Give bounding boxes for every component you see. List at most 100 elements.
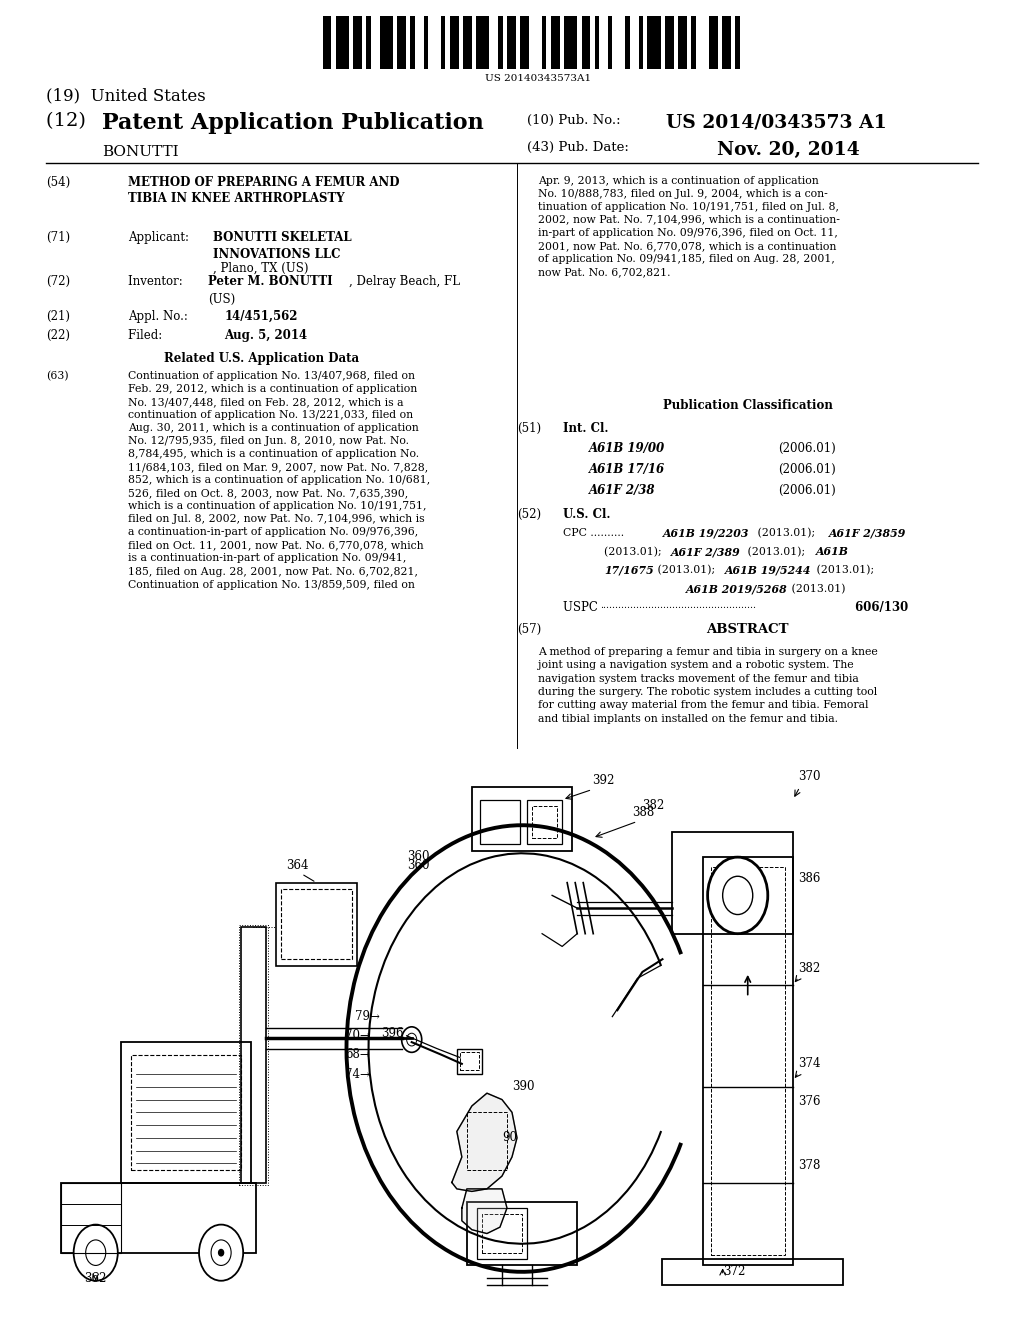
Text: (US): (US) — [208, 293, 236, 306]
Bar — [242, 927, 266, 1183]
Bar — [472, 787, 572, 850]
Text: USPC: USPC — [563, 601, 602, 614]
Bar — [673, 832, 793, 933]
Text: 14/451,562: 14/451,562 — [224, 310, 298, 323]
Bar — [463, 16, 472, 69]
Bar — [639, 16, 643, 69]
Text: Peter M. BONUTTI: Peter M. BONUTTI — [208, 275, 333, 288]
Text: (19)  United States: (19) United States — [46, 87, 206, 104]
Text: A61B 2019/5268: A61B 2019/5268 — [686, 583, 787, 594]
Ellipse shape — [218, 1250, 223, 1255]
Text: (63): (63) — [46, 371, 69, 381]
Bar — [441, 16, 445, 69]
Text: (2013.01);: (2013.01); — [744, 546, 809, 557]
Text: BONUTTI SKELETAL
INNOVATIONS LLC: BONUTTI SKELETAL INNOVATIONS LLC — [213, 231, 351, 260]
Bar — [353, 16, 362, 69]
Text: A61B 19/5244: A61B 19/5244 — [725, 565, 811, 576]
Text: ....................................................: ........................................… — [600, 601, 756, 610]
Bar — [476, 16, 489, 69]
Circle shape — [401, 1027, 422, 1052]
Bar — [323, 16, 332, 69]
Circle shape — [708, 857, 768, 933]
Text: Apr. 9, 2013, which is a continuation of application
No. 10/888,783, filed on Ju: Apr. 9, 2013, which is a continuation of… — [538, 176, 840, 277]
Text: 386: 386 — [798, 873, 820, 886]
Bar — [240, 925, 268, 1185]
Text: 376: 376 — [798, 1096, 820, 1109]
Text: (43) Pub. Date:: (43) Pub. Date: — [527, 141, 629, 154]
Bar — [60, 1183, 121, 1253]
Bar — [711, 867, 784, 1255]
Bar — [424, 16, 428, 69]
Text: A61B 17/16: A61B 17/16 — [589, 463, 665, 477]
Text: 388: 388 — [633, 805, 654, 818]
Text: (22): (22) — [46, 329, 70, 342]
Circle shape — [199, 1225, 243, 1280]
Bar — [551, 16, 559, 69]
Bar — [663, 1259, 843, 1284]
Bar — [647, 16, 660, 69]
Text: (51): (51) — [517, 422, 542, 436]
Bar — [678, 16, 687, 69]
Bar — [498, 16, 503, 69]
Text: A method of preparing a femur and tibia in surgery on a knee
joint using a navig: A method of preparing a femur and tibia … — [538, 647, 878, 723]
Text: 392: 392 — [592, 774, 614, 787]
Text: 90: 90 — [502, 1131, 517, 1144]
Text: 378: 378 — [798, 1159, 820, 1172]
Text: (54): (54) — [46, 176, 71, 189]
Text: A61F 2/38: A61F 2/38 — [589, 484, 655, 498]
Text: Int. Cl.: Int. Cl. — [563, 422, 608, 436]
Bar — [467, 1113, 507, 1170]
Text: US 20140343573A1: US 20140343573A1 — [484, 74, 591, 83]
Text: 360: 360 — [407, 850, 429, 863]
Bar — [520, 16, 528, 69]
Text: (57): (57) — [517, 623, 542, 636]
Text: (2013.01): (2013.01) — [788, 583, 846, 594]
Bar — [702, 857, 793, 1266]
Text: (2006.01): (2006.01) — [778, 463, 836, 477]
Text: 370: 370 — [798, 770, 820, 783]
Text: 17/1675: 17/1675 — [604, 565, 654, 576]
Bar — [460, 1052, 479, 1071]
Text: ABSTRACT: ABSTRACT — [707, 623, 788, 636]
Text: 374: 374 — [798, 1057, 820, 1071]
Bar — [336, 16, 349, 69]
Bar — [131, 1055, 242, 1170]
Text: 390: 390 — [512, 1080, 535, 1093]
Text: US 2014/0343573 A1: US 2014/0343573 A1 — [666, 114, 887, 132]
Bar — [691, 16, 695, 69]
Text: (2006.01): (2006.01) — [778, 484, 836, 498]
Text: 606/130: 606/130 — [851, 601, 908, 614]
Text: (2013.01);: (2013.01); — [813, 565, 874, 576]
Text: Inventor:: Inventor: — [128, 275, 190, 288]
Text: (71): (71) — [46, 231, 71, 244]
Text: (21): (21) — [46, 310, 70, 323]
Text: Applicant:: Applicant: — [128, 231, 193, 244]
Bar — [482, 1214, 522, 1253]
Bar — [507, 16, 516, 69]
Text: A61B 19/00: A61B 19/00 — [589, 442, 665, 455]
Circle shape — [74, 1225, 118, 1280]
Bar — [367, 16, 371, 69]
Polygon shape — [462, 1189, 507, 1233]
Bar — [722, 16, 731, 69]
Text: 79→: 79→ — [354, 1010, 380, 1023]
Bar — [397, 16, 406, 69]
Text: 372: 372 — [723, 1265, 745, 1278]
Text: (2013.01);: (2013.01); — [604, 546, 666, 557]
Bar — [477, 1208, 527, 1259]
Text: 382: 382 — [642, 800, 665, 812]
Bar — [595, 16, 599, 69]
Text: Filed:: Filed: — [128, 329, 188, 342]
Bar — [121, 1043, 251, 1183]
Bar — [380, 16, 393, 69]
Text: 74→: 74→ — [345, 1068, 370, 1081]
Text: (2013.01);: (2013.01); — [654, 565, 719, 576]
Bar — [411, 16, 415, 69]
Bar — [480, 800, 520, 845]
Bar — [542, 16, 547, 69]
Text: Aug. 5, 2014: Aug. 5, 2014 — [224, 329, 307, 342]
Text: (2013.01);: (2013.01); — [754, 528, 818, 539]
Bar — [709, 16, 718, 69]
Bar — [564, 16, 578, 69]
Text: Patent Application Publication: Patent Application Publication — [102, 112, 484, 135]
